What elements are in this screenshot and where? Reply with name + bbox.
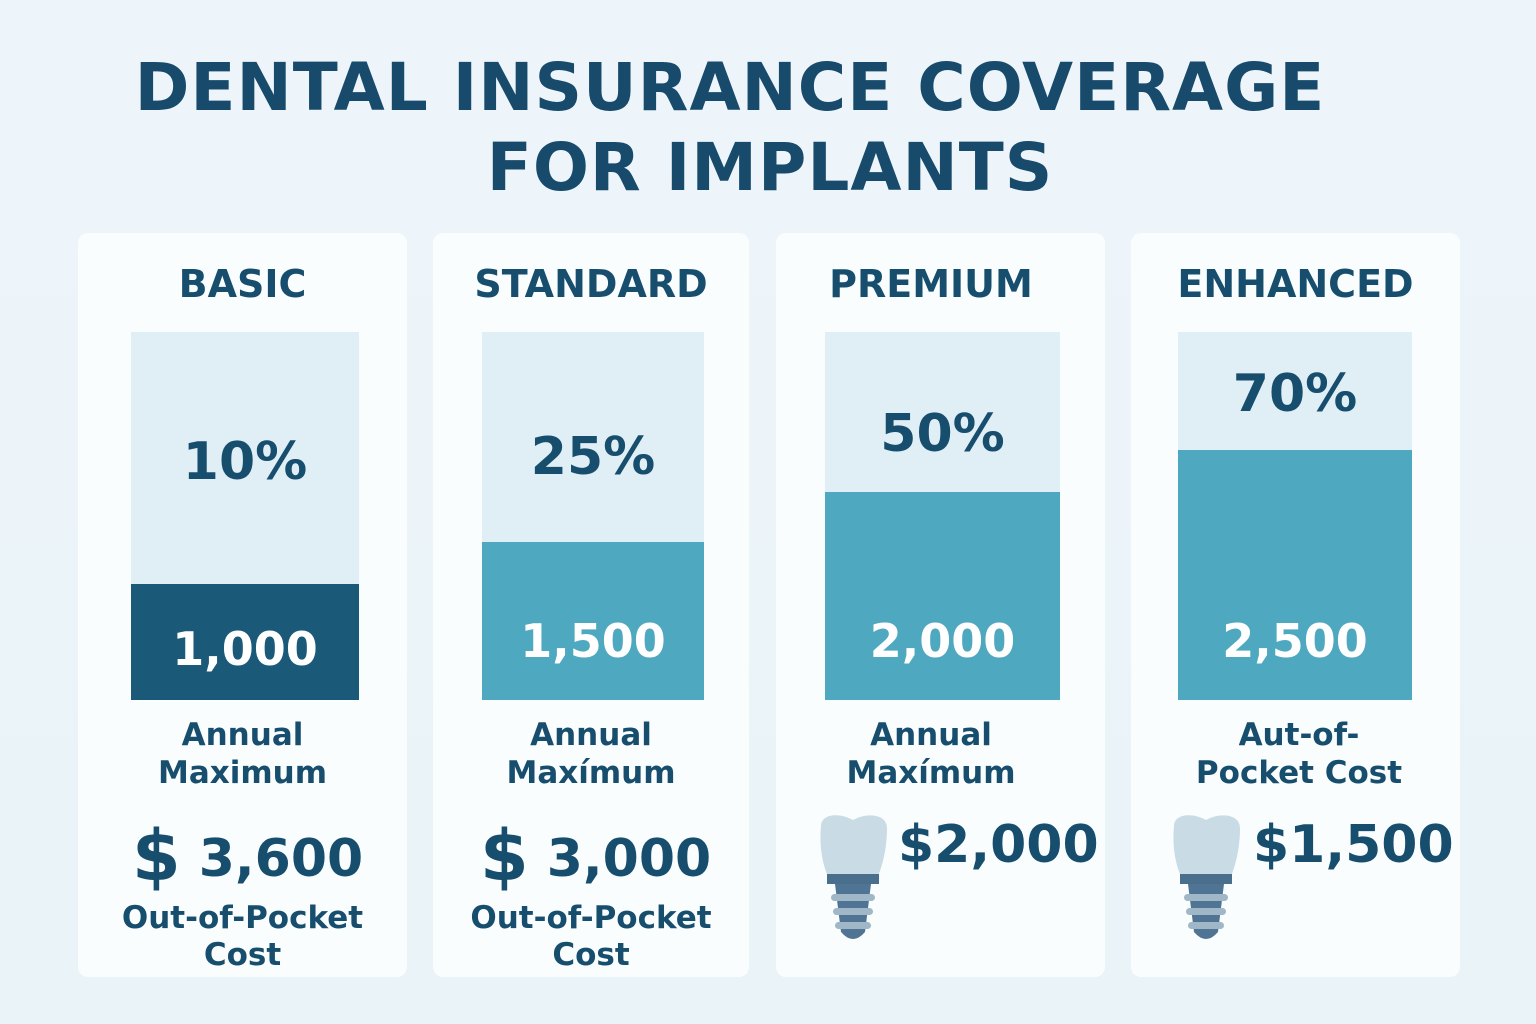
title-line-1: DENTAL INSURANCE COVERAGE: [134, 49, 1326, 126]
cost-value: $1,500: [1253, 815, 1454, 875]
bar-label: Annual Maxímum: [776, 716, 1086, 792]
cost-label: Out-of-Pocket Cost: [433, 900, 749, 974]
cost-amount: 3,000: [546, 829, 712, 889]
plan-name: STANDARD: [474, 262, 708, 306]
cost-value: $3,600: [132, 815, 363, 897]
dental-implant-icon: [1173, 815, 1240, 939]
coverage-percent: 50%: [880, 404, 1005, 464]
dollar-sign-icon: $: [132, 815, 181, 897]
cost-label-line-1: Out-of-Pocket: [470, 900, 712, 936]
annual-maximum-value: 1,500: [520, 614, 666, 668]
coverage-percent: 10%: [182, 432, 308, 492]
dental-implant-icon: [820, 815, 887, 939]
label-line-2: Maxímum: [506, 755, 676, 791]
bar-label: Annual Maxímum: [433, 716, 749, 792]
bar-fill: [482, 541, 704, 700]
cost-amount: $1,500: [1253, 815, 1454, 875]
label-line-2: Maxímum: [846, 755, 1016, 791]
bar-fill: [1178, 449, 1412, 700]
coverage-bar: 10% 1,000: [131, 332, 359, 700]
bar-label: Annual Maximum: [78, 716, 407, 792]
coverage-percent: 70%: [1232, 364, 1358, 424]
bar-label: Aut-of- Pocket Cost: [1131, 716, 1467, 792]
label-line-1: Aut-of-: [1238, 717, 1360, 753]
cost-value: $2,000: [898, 815, 1099, 875]
bar-fill: [825, 492, 1060, 700]
cost-amount: $2,000: [898, 815, 1099, 875]
coverage-percent: 25%: [530, 427, 656, 487]
cost-label-line-1: Out-of-Pocket: [121, 900, 364, 936]
coverage-bar: 70% 2,500: [1178, 332, 1412, 700]
bar-fill: [131, 584, 359, 700]
coverage-bar: 50% 2,000: [825, 332, 1060, 700]
label-line-1: Annual: [870, 717, 992, 753]
title-line-2: FOR IMPLANTS: [486, 129, 1054, 206]
cost-amount: 3,600: [198, 829, 364, 889]
label-line-1: Annual: [530, 717, 652, 753]
cost-label-line-2: Cost: [203, 937, 282, 973]
label-line-2: Pocket Cost: [1195, 755, 1403, 791]
plan-name: ENHANCED: [1177, 262, 1414, 306]
cost-label-line-2: Cost: [552, 937, 630, 973]
cost-label: Out-of-Pocket Cost: [78, 900, 407, 974]
label-line-2: Maximum: [157, 755, 328, 791]
annual-maximum-value: 1,000: [172, 622, 318, 676]
coverage-bar: 25% 1,500: [482, 332, 704, 700]
annual-maximum-value: 2,000: [869, 614, 1016, 668]
label-line-1: Annual: [181, 717, 304, 753]
cost-value: $3,000: [480, 815, 711, 897]
plan-name: BASIC: [178, 262, 307, 306]
dollar-sign-icon: $: [480, 815, 529, 897]
annual-maximum-value: 2,500: [1222, 614, 1368, 668]
plan-name: PREMIUM: [829, 262, 1033, 306]
